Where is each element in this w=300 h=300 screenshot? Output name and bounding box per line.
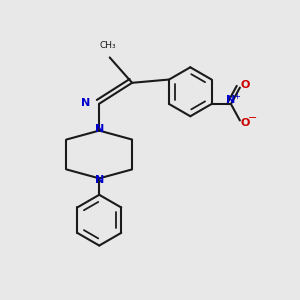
Text: O: O bbox=[241, 118, 250, 128]
Text: +: + bbox=[233, 92, 240, 101]
Text: O: O bbox=[241, 80, 250, 90]
Text: CH₃: CH₃ bbox=[100, 41, 116, 50]
Text: −: − bbox=[248, 113, 257, 123]
Text: N: N bbox=[226, 95, 236, 105]
Text: N: N bbox=[94, 175, 104, 185]
Text: N: N bbox=[94, 124, 104, 134]
Text: N: N bbox=[81, 98, 90, 108]
